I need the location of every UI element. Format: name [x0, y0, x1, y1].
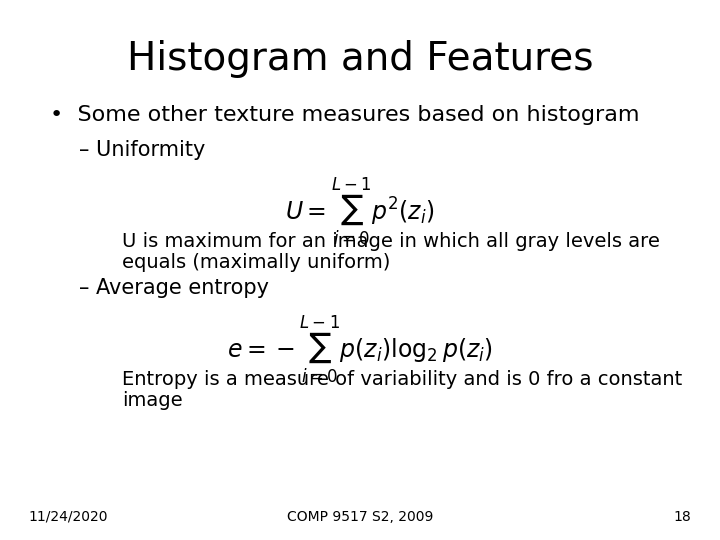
Text: $e = -\sum_{i=0}^{L-1} p(z_i)\log_2 p(z_i)$: $e = -\sum_{i=0}^{L-1} p(z_i)\log_2 p(z_… [227, 313, 493, 385]
Text: – Average entropy: – Average entropy [79, 278, 269, 298]
Text: Entropy is a measure of variability and is 0 fro a constant: Entropy is a measure of variability and … [122, 370, 683, 389]
Text: 18: 18 [673, 510, 691, 524]
Text: equals (maximally uniform): equals (maximally uniform) [122, 253, 391, 272]
Text: $U = \sum_{i=0}^{L-1} p^{2}(z_i)$: $U = \sum_{i=0}^{L-1} p^{2}(z_i)$ [285, 176, 435, 247]
Text: image: image [122, 392, 183, 410]
Text: U is maximum for an image in which all gray levels are: U is maximum for an image in which all g… [122, 232, 660, 251]
Text: – Uniformity: – Uniformity [79, 140, 206, 160]
Text: 11/24/2020: 11/24/2020 [29, 510, 108, 524]
Text: Histogram and Features: Histogram and Features [127, 40, 593, 78]
Text: •  Some other texture measures based on histogram: • Some other texture measures based on h… [50, 105, 640, 125]
Text: COMP 9517 S2, 2009: COMP 9517 S2, 2009 [287, 510, 433, 524]
